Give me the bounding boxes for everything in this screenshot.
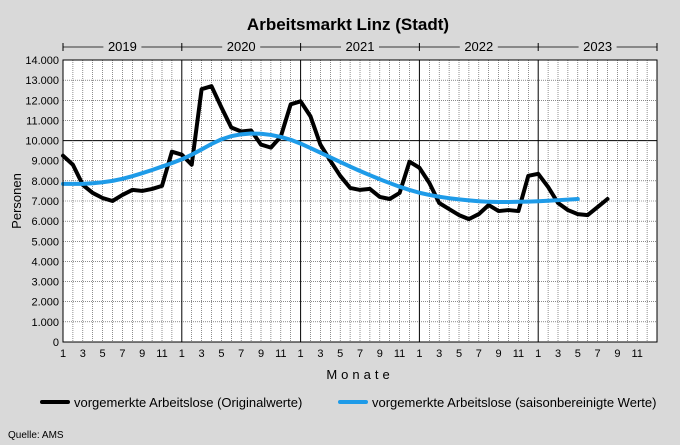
source-note: Quelle: AMS: [8, 430, 64, 441]
x-tick-label-0-3: 7: [119, 348, 125, 360]
year-label-bg-3: [459, 39, 498, 55]
x-axis-title: Monate: [326, 367, 393, 382]
x-tick-label-4-3: 7: [595, 348, 601, 360]
year-label-bg-1: [222, 39, 261, 55]
series-line-1: [61, 131, 580, 205]
x-tick-label-2-0: 1: [298, 348, 304, 360]
x-tick-label-4-0: 1: [535, 348, 541, 360]
plot-frame: [62, 59, 658, 343]
y-tick-label-14: 14.000: [25, 55, 59, 67]
year-label-2023: 2023: [583, 39, 612, 54]
x-tick-label-2-4: 9: [377, 348, 383, 360]
x-tick-label-0-5: 11: [156, 348, 167, 360]
year-label-bg-2: [341, 39, 379, 55]
x-tick-label-1-1: 3: [199, 348, 205, 360]
x-tick-label-4-5: 11: [631, 348, 642, 360]
x-tick-label-3-4: 9: [496, 348, 502, 360]
x-tick-label-1-5: 11: [275, 348, 286, 360]
x-tick-label-3-3: 7: [476, 348, 482, 360]
x-tick-label-3-0: 1: [416, 348, 422, 360]
x-tick-label-0-1: 3: [80, 348, 86, 360]
x-tick-label-2-3: 7: [357, 348, 363, 360]
y-tick-label-6: 6.000: [31, 216, 59, 228]
y-tick-label-7: 7.000: [31, 196, 59, 208]
x-tick-label-1-3: 7: [238, 348, 244, 360]
year-label-2019: 2019: [108, 39, 137, 54]
chart-title: Arbeitsmarkt Linz (Stadt): [247, 15, 449, 34]
y-tick-label-0: 0: [53, 337, 59, 349]
year-header: 2019 2020 2021 2022 2023: [62, 39, 658, 55]
x-tick-label-2-1: 3: [317, 348, 323, 360]
y-tick-label-12: 12.000: [25, 95, 59, 107]
x-tick-label-3-2: 5: [456, 348, 462, 360]
y-tick-label-13: 13.000: [25, 75, 59, 87]
y-tick-label-8: 8.000: [31, 176, 59, 188]
x-tick-label-4-2: 5: [575, 348, 581, 360]
x-axis: 1 3 5 7 9 11 1 3 5 7 9 11 1 3 5 7 9 11 1 3 5 7 9 11 1 3 5 7 9 11: [60, 348, 643, 360]
x-tick-label-1-2: 5: [218, 348, 224, 360]
x-tick-label-0-0: 1: [60, 348, 66, 360]
x-tick-label-0-4: 9: [139, 348, 145, 360]
y-tick-label-3: 3.000: [31, 277, 59, 289]
x-tick-label-3-5: 11: [513, 348, 524, 360]
series-layer: [61, 84, 610, 222]
x-tick-label-0-2: 5: [100, 348, 106, 360]
y-tick-label-1: 1.000: [31, 317, 59, 329]
x-tick-label-4-4: 9: [614, 348, 620, 360]
x-tick-label-1-0: 1: [179, 348, 185, 360]
year-label-2021: 2021: [346, 39, 375, 54]
year-label-2022: 2022: [464, 39, 493, 54]
y-tick-label-5: 5.000: [31, 236, 59, 248]
year-label-bg-0: [103, 39, 142, 55]
legend-label-1: vorgemerkte Arbeitslose (saisonbereinigt…: [372, 395, 656, 410]
x-tick-label-2-2: 5: [337, 348, 343, 360]
x-tick-label-4-1: 3: [555, 348, 561, 360]
y-axis-title: Personen: [9, 173, 24, 229]
legend: vorgemerkte Arbeitslose (Originalwerte) v…: [40, 395, 656, 410]
year-label-2020: 2020: [227, 39, 256, 54]
year-label-bg-4: [578, 39, 617, 55]
x-tick-label-1-4: 9: [258, 348, 264, 360]
series-line-0: [61, 84, 610, 222]
y-tick-label-4: 4.000: [31, 256, 59, 268]
y-tick-label-9: 9.000: [31, 156, 59, 168]
legend-label-0: vorgemerkte Arbeitslose (Originalwerte): [74, 395, 302, 410]
x-tick-label-3-1: 3: [436, 348, 442, 360]
y-tick-label-2: 2.000: [31, 297, 59, 309]
x-tick-label-2-5: 11: [394, 348, 405, 360]
y-tick-label-10: 10.000: [25, 136, 59, 148]
y-tick-label-11: 11.000: [26, 115, 59, 127]
grid: [63, 60, 657, 342]
y-axis: 0 1.000 2.000 3.000 4.000 5.000 6.000 7.000 8.00…: [25, 55, 59, 349]
